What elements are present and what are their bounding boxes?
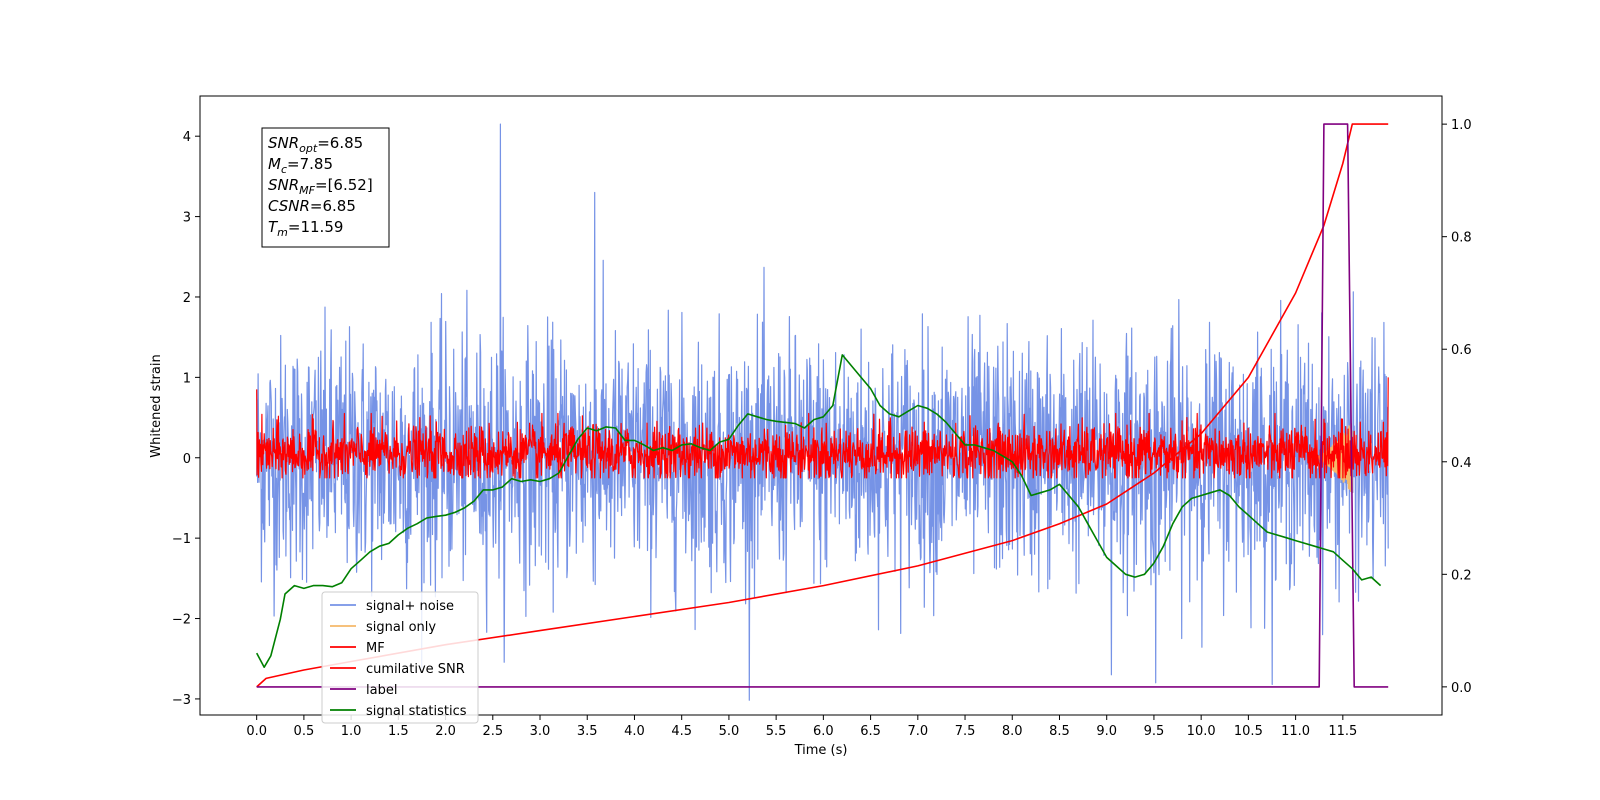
x-tick-label: 8.5 <box>1049 724 1070 739</box>
y-tick-label: 3 <box>183 211 191 226</box>
x-tick-label: 2.5 <box>482 724 503 739</box>
legend-frame <box>321 591 479 724</box>
x-tick-label: 0.5 <box>294 724 315 739</box>
annotation-line: SNRMF=[6.52] <box>268 176 373 197</box>
x-tick-label: 9.5 <box>1144 724 1165 739</box>
x-tick-label: 10.0 <box>1187 724 1216 739</box>
y-tick-label: 2 <box>183 291 191 306</box>
annotation-value: =7.85 <box>287 155 333 173</box>
x-tick-label: 3.5 <box>577 724 598 739</box>
annotation-subscript: MF <box>299 184 315 197</box>
x-tick-label: 4.0 <box>624 724 645 739</box>
x-tick-label: 1.0 <box>341 724 362 739</box>
annotation-symbol: CSNR <box>268 197 310 215</box>
annotation-subscript: m <box>277 226 288 239</box>
y-tick-label: 4 <box>183 130 191 145</box>
legend-label-signal-noise: signal+ noise <box>366 599 454 614</box>
legend-label-signal-statistics: signal statistics <box>366 704 467 719</box>
series-mf <box>256 377 1389 479</box>
x-tick-label: 1.5 <box>388 724 409 739</box>
plot-frame <box>199 95 1443 716</box>
annotation-symbol: M <box>268 155 281 173</box>
x-tick-label: 9.0 <box>1096 724 1117 739</box>
series-signal-statistics <box>255 354 1382 668</box>
annotation-subscript: c <box>281 163 287 176</box>
annotation-line: Tm=11.59 <box>268 218 343 239</box>
annotation-line: Mc=7.85 <box>268 155 333 176</box>
y2-tick-label: 0.0 <box>1451 681 1472 696</box>
annotation-value: =[6.52] <box>315 176 373 194</box>
y2-tick-label: 1.0 <box>1451 118 1472 133</box>
annotation-value: =6.85 <box>310 197 356 215</box>
x-tick-label: 6.5 <box>860 724 881 739</box>
annotation-value: =11.59 <box>288 218 344 236</box>
legend-label-cumilative-snr: cumilative SNR <box>366 662 465 677</box>
y-tick-label: −2 <box>172 613 191 628</box>
series-signal-noise <box>256 123 1389 701</box>
y-tick-label: 0 <box>183 452 191 467</box>
annotation-symbol: SNR <box>268 134 299 152</box>
legend-label-label: label <box>366 683 397 698</box>
x-tick-label: 0.0 <box>246 724 267 739</box>
x-tick-label: 4.5 <box>671 724 692 739</box>
legend: signal+ noise signal only MF cumilative SNR… <box>321 591 479 724</box>
y2-tick-label: 0.2 <box>1451 568 1472 583</box>
annotation-line: SNRopt=6.85 <box>268 134 363 155</box>
y-tick-label: −1 <box>172 532 191 547</box>
annotation-value: =6.85 <box>317 134 363 152</box>
x-tick-label: 5.0 <box>719 724 740 739</box>
annotation-symbol: T <box>268 218 279 236</box>
x-tick-label: 11.5 <box>1328 724 1357 739</box>
x-axis-label: Time (s) <box>794 743 848 758</box>
axes-layer: 0.0 0.5 1.0 1.5 2.0 2.5 3.0 3.5 4.0 4.5 5.0 5.5 6.0 6… <box>172 118 1472 739</box>
y2-tick-label: 0.4 <box>1451 456 1472 471</box>
legend-label-signal-only: signal only <box>366 620 436 635</box>
x-tick-label: 7.5 <box>955 724 976 739</box>
y2-tick-label: 0.6 <box>1451 343 1472 358</box>
annotation-line: CSNR=6.85 <box>268 197 356 215</box>
x-tick-label: 11.0 <box>1281 724 1310 739</box>
series-label <box>256 123 1389 688</box>
x-tick-label: 2.0 <box>435 724 456 739</box>
x-tick-label: 5.5 <box>766 724 787 739</box>
x-tick-label: 10.5 <box>1234 724 1263 739</box>
annotation-frame <box>261 127 390 248</box>
x-tick-label: 7.0 <box>907 724 928 739</box>
y-tick-label: −3 <box>172 693 191 708</box>
legend-label-mf: MF <box>366 641 385 656</box>
annotation-box: SNRopt=6.85Mc=7.85SNRMF=[6.52]CSNR=6.85T… <box>261 127 390 248</box>
x-tick-label: 6.0 <box>813 724 834 739</box>
x-tick-label: 8.0 <box>1002 724 1023 739</box>
x-tick-label: 3.0 <box>530 724 551 739</box>
annotation-symbol: SNR <box>268 176 299 194</box>
y-axis-label: Whitened strain <box>149 354 164 457</box>
y-tick-label: 1 <box>183 371 191 386</box>
annotation-subscript: opt <box>299 142 318 155</box>
y2-tick-label: 0.8 <box>1451 231 1472 246</box>
